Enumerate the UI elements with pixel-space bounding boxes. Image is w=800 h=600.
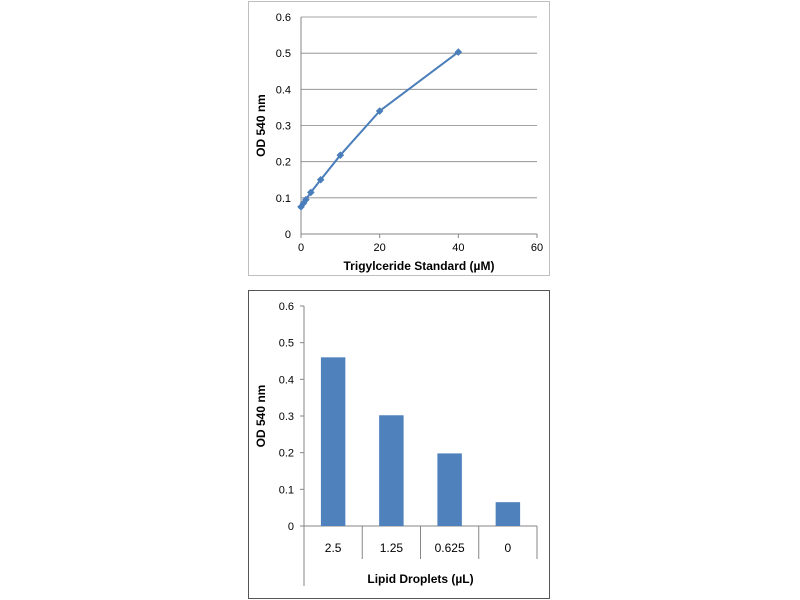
y-axis-title: OD 540 nm: [254, 94, 268, 157]
x-category-label: 0.625: [435, 541, 465, 555]
standard-curve-chart: 0 0.1 0.2 0.3 0.4 0.5 0.6 0 20 40 60 Trigylceride S…: [248, 1, 550, 276]
x-category-label: 0: [505, 541, 512, 555]
x-tick-label: 60: [531, 242, 543, 254]
y-tick-label: 0.3: [279, 411, 294, 423]
y-tick-label: 0.5: [276, 48, 291, 60]
y-tick-label: 0.2: [279, 448, 294, 460]
bar: [495, 502, 521, 526]
y-tick-label: 0.6: [276, 12, 291, 24]
bar: [320, 357, 346, 526]
x-axis-title: Trigylceride Standard (µM): [344, 259, 495, 273]
bar: [379, 415, 404, 526]
x-tick-label: 40: [452, 242, 464, 254]
y-tick-label: 0.1: [276, 193, 291, 205]
y-tick-label: 0.3: [276, 121, 291, 133]
y-tick-label: 0: [288, 521, 294, 533]
y-tick-label: 0.1: [279, 484, 294, 496]
bar: [437, 453, 462, 526]
y-tick-label: 0: [285, 229, 291, 241]
y-tick-label: 0.6: [279, 301, 294, 313]
x-tick-label: 0: [298, 242, 304, 254]
lipid-droplets-chart: 0 0.1 0.2 0.3 0.4 0.5 0.6 2.5 1.25 0.625 0 Lipid Dr…: [248, 290, 550, 599]
y-tick-label: 0.4: [279, 374, 294, 386]
lipid-droplets-plot: 0 0.1 0.2 0.3 0.4 0.5 0.6 2.5 1.25 0.625 0 Lipid Dr…: [254, 301, 538, 586]
data-point: [375, 107, 384, 115]
x-category-label: 2.5: [325, 541, 342, 555]
x-axis-title: Lipid Droplets (µL): [367, 572, 473, 586]
y-axis-title: OD 540 nm: [254, 385, 268, 448]
x-tick-label: 20: [374, 242, 386, 254]
series-line: [300, 51, 459, 208]
x-category-label: 1.25: [380, 541, 404, 555]
y-tick-label: 0.4: [276, 84, 291, 96]
y-tick-label: 0.5: [279, 338, 294, 350]
y-tick-label: 0.2: [276, 157, 291, 169]
standard-curve-plot: 0 0.1 0.2 0.3 0.4 0.5 0.6 0 20 40 60 Trigylceride S…: [254, 12, 543, 273]
data-point: [454, 48, 463, 56]
